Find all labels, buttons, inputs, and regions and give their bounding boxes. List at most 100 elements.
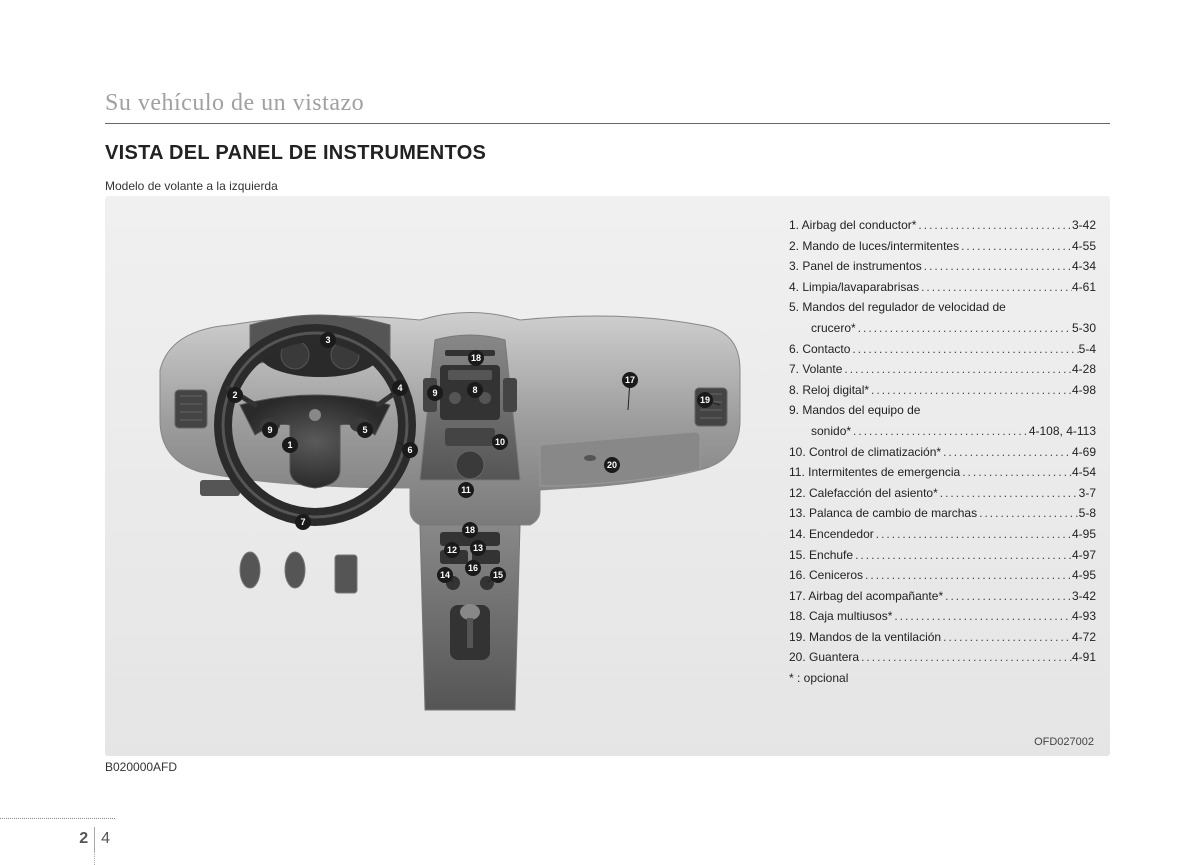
section-title: VISTA DEL PANEL DE INSTRUMENTOS bbox=[105, 142, 1110, 165]
legend-row: 15. Enchufe.............................… bbox=[789, 548, 1096, 564]
legend-ref: 5-8 bbox=[1079, 506, 1096, 522]
climate-dial bbox=[456, 451, 484, 479]
callout-number: 10 bbox=[495, 437, 505, 447]
figure-subtitle: Modelo de volante a la izquierda bbox=[105, 179, 1110, 193]
callout-number: 19 bbox=[700, 395, 710, 405]
legend-row: 7. Volante..............................… bbox=[789, 362, 1096, 378]
callout-number: 14 bbox=[440, 570, 450, 580]
callout-number: 13 bbox=[473, 543, 483, 553]
legend-label: 10. Control de climatización* bbox=[789, 445, 941, 461]
legend-ref: 5-30 bbox=[1072, 321, 1096, 337]
callout-number: 8 bbox=[472, 385, 477, 395]
chapter-title: Su vehículo de un vistazo bbox=[105, 90, 1110, 124]
legend-ref: 4-61 bbox=[1072, 280, 1096, 296]
legend-label: 19. Mandos de la ventilación bbox=[789, 630, 941, 646]
figure-box: 1234567899101112131415161718181920 1. Ai… bbox=[105, 196, 1110, 756]
legend-label: 15. Enchufe bbox=[789, 548, 853, 564]
legend-row: 16. Ceniceros...........................… bbox=[789, 568, 1096, 584]
legend-row: 6. Contacto.............................… bbox=[789, 342, 1096, 358]
callout-number: 3 bbox=[325, 335, 330, 345]
legend-ref: 3-7 bbox=[1079, 486, 1096, 502]
legend-ref: 4-55 bbox=[1072, 239, 1096, 255]
legend-ref: 4-95 bbox=[1072, 527, 1096, 543]
legend-row: sonido*.................................… bbox=[789, 424, 1096, 440]
legend-row: 2. Mando de luces/intermitentes.........… bbox=[789, 239, 1096, 255]
legend-row: 10. Control de climatización*...........… bbox=[789, 445, 1096, 461]
legend-row: 4. Limpia/lavaparabrisas................… bbox=[789, 280, 1096, 296]
legend-label: sonido* bbox=[789, 424, 851, 440]
callout-number: 2 bbox=[232, 390, 237, 400]
legend-label: 8. Reloj digital* bbox=[789, 383, 869, 399]
legend-label: 14. Encendedor bbox=[789, 527, 874, 543]
callout-number: 17 bbox=[625, 375, 635, 385]
legend-row: 19. Mandos de la ventilación............… bbox=[789, 630, 1096, 646]
callout-number: 1 bbox=[287, 440, 292, 450]
legend-row: 9. Mandos del equipo de bbox=[789, 403, 1096, 419]
callout-number: 5 bbox=[362, 425, 367, 435]
legend-ref: 4-98 bbox=[1072, 383, 1096, 399]
legend-ref: 4-34 bbox=[1072, 259, 1096, 275]
legend-label: 11. Intermitentes de emergencia bbox=[789, 465, 960, 481]
callout-number: 4 bbox=[397, 383, 402, 393]
legend-label: 7. Volante bbox=[789, 362, 842, 378]
legend-row: 5. Mandos del regulador de velocidad de bbox=[789, 300, 1096, 316]
legend-label: 13. Palanca de cambio de marchas bbox=[789, 506, 977, 522]
legend-label: 12. Calefacción del asiento* bbox=[789, 486, 938, 502]
legend-row: 3. Panel de instrumentos................… bbox=[789, 259, 1096, 275]
pedal-brake bbox=[285, 552, 305, 588]
legend-row: 13. Palanca de cambio de marchas........… bbox=[789, 506, 1096, 522]
legend-ref: 4-93 bbox=[1072, 609, 1096, 625]
pedal-accel bbox=[335, 555, 357, 593]
legend-list: 1. Airbag del conductor*................… bbox=[781, 210, 1096, 742]
legend-row: 12. Calefacción del asiento*............… bbox=[789, 486, 1096, 502]
legend-label: 17. Airbag del acompañante* bbox=[789, 589, 943, 605]
callout-number: 18 bbox=[471, 353, 481, 363]
dashboard-svg: 1234567899101112131415161718181920 bbox=[119, 210, 781, 730]
callout-number: 20 bbox=[607, 460, 617, 470]
legend-row: crucero*................................… bbox=[789, 321, 1096, 337]
legend-row: 1. Airbag del conductor*................… bbox=[789, 218, 1096, 234]
legend-row: 11. Intermitentes de emergencia.........… bbox=[789, 465, 1096, 481]
center-vent-right bbox=[503, 378, 517, 412]
legend-ref: 4-91 bbox=[1072, 650, 1096, 666]
callout-number: 11 bbox=[461, 485, 471, 495]
legend-label: 5. Mandos del regulador de velocidad de bbox=[789, 300, 1006, 316]
legend-label: 1. Airbag del conductor* bbox=[789, 218, 916, 234]
legend-label: 16. Ceniceros bbox=[789, 568, 863, 584]
page-number: 4 bbox=[101, 830, 110, 848]
climate-display bbox=[445, 428, 495, 446]
legend-row: 20. Guantera............................… bbox=[789, 650, 1096, 666]
legend-ref: 4-54 bbox=[1072, 465, 1096, 481]
legend-note: * : opcional bbox=[789, 671, 1096, 685]
callout-number: 12 bbox=[447, 545, 457, 555]
legend-label: crucero* bbox=[789, 321, 856, 337]
legend-label: 6. Contacto bbox=[789, 342, 850, 358]
legend-ref: 4-108, 4-113 bbox=[1029, 424, 1096, 440]
legend-label: 3. Panel de instrumentos bbox=[789, 259, 922, 275]
pedal-clutch bbox=[240, 552, 260, 588]
legend-label: 9. Mandos del equipo de bbox=[789, 403, 920, 419]
legend-row: 14. Encendedor..........................… bbox=[789, 527, 1096, 543]
dashboard-diagram: 1234567899101112131415161718181920 bbox=[119, 210, 781, 742]
callout-number: 18 bbox=[465, 525, 475, 535]
callout-number: 9 bbox=[267, 425, 272, 435]
legend-label: 4. Limpia/lavaparabrisas bbox=[789, 280, 919, 296]
callout-number: 6 bbox=[407, 445, 412, 455]
callout-number: 9 bbox=[432, 388, 437, 398]
legend-row: 18. Caja multiusos*.....................… bbox=[789, 609, 1096, 625]
legend-ref: 4-97 bbox=[1072, 548, 1096, 564]
legend-ref: 4-28 bbox=[1072, 362, 1096, 378]
legend-ref: 3-42 bbox=[1072, 218, 1096, 234]
figure-code-left: B020000AFD bbox=[105, 760, 1110, 774]
legend-label: 2. Mando de luces/intermitentes bbox=[789, 239, 959, 255]
emblem bbox=[309, 409, 321, 421]
legend-label: 18. Caja multiusos* bbox=[789, 609, 892, 625]
callout-number: 16 bbox=[468, 563, 478, 573]
page-section-number: 2 bbox=[79, 830, 88, 848]
gear-knob bbox=[460, 604, 480, 620]
legend-ref: 4-69 bbox=[1072, 445, 1096, 461]
legend-ref: 4-72 bbox=[1072, 630, 1096, 646]
legend-row: 8. Reloj digital*.......................… bbox=[789, 383, 1096, 399]
page-footer: 2 4 bbox=[0, 818, 115, 819]
legend-row: 17. Airbag del acompañante*.............… bbox=[789, 589, 1096, 605]
